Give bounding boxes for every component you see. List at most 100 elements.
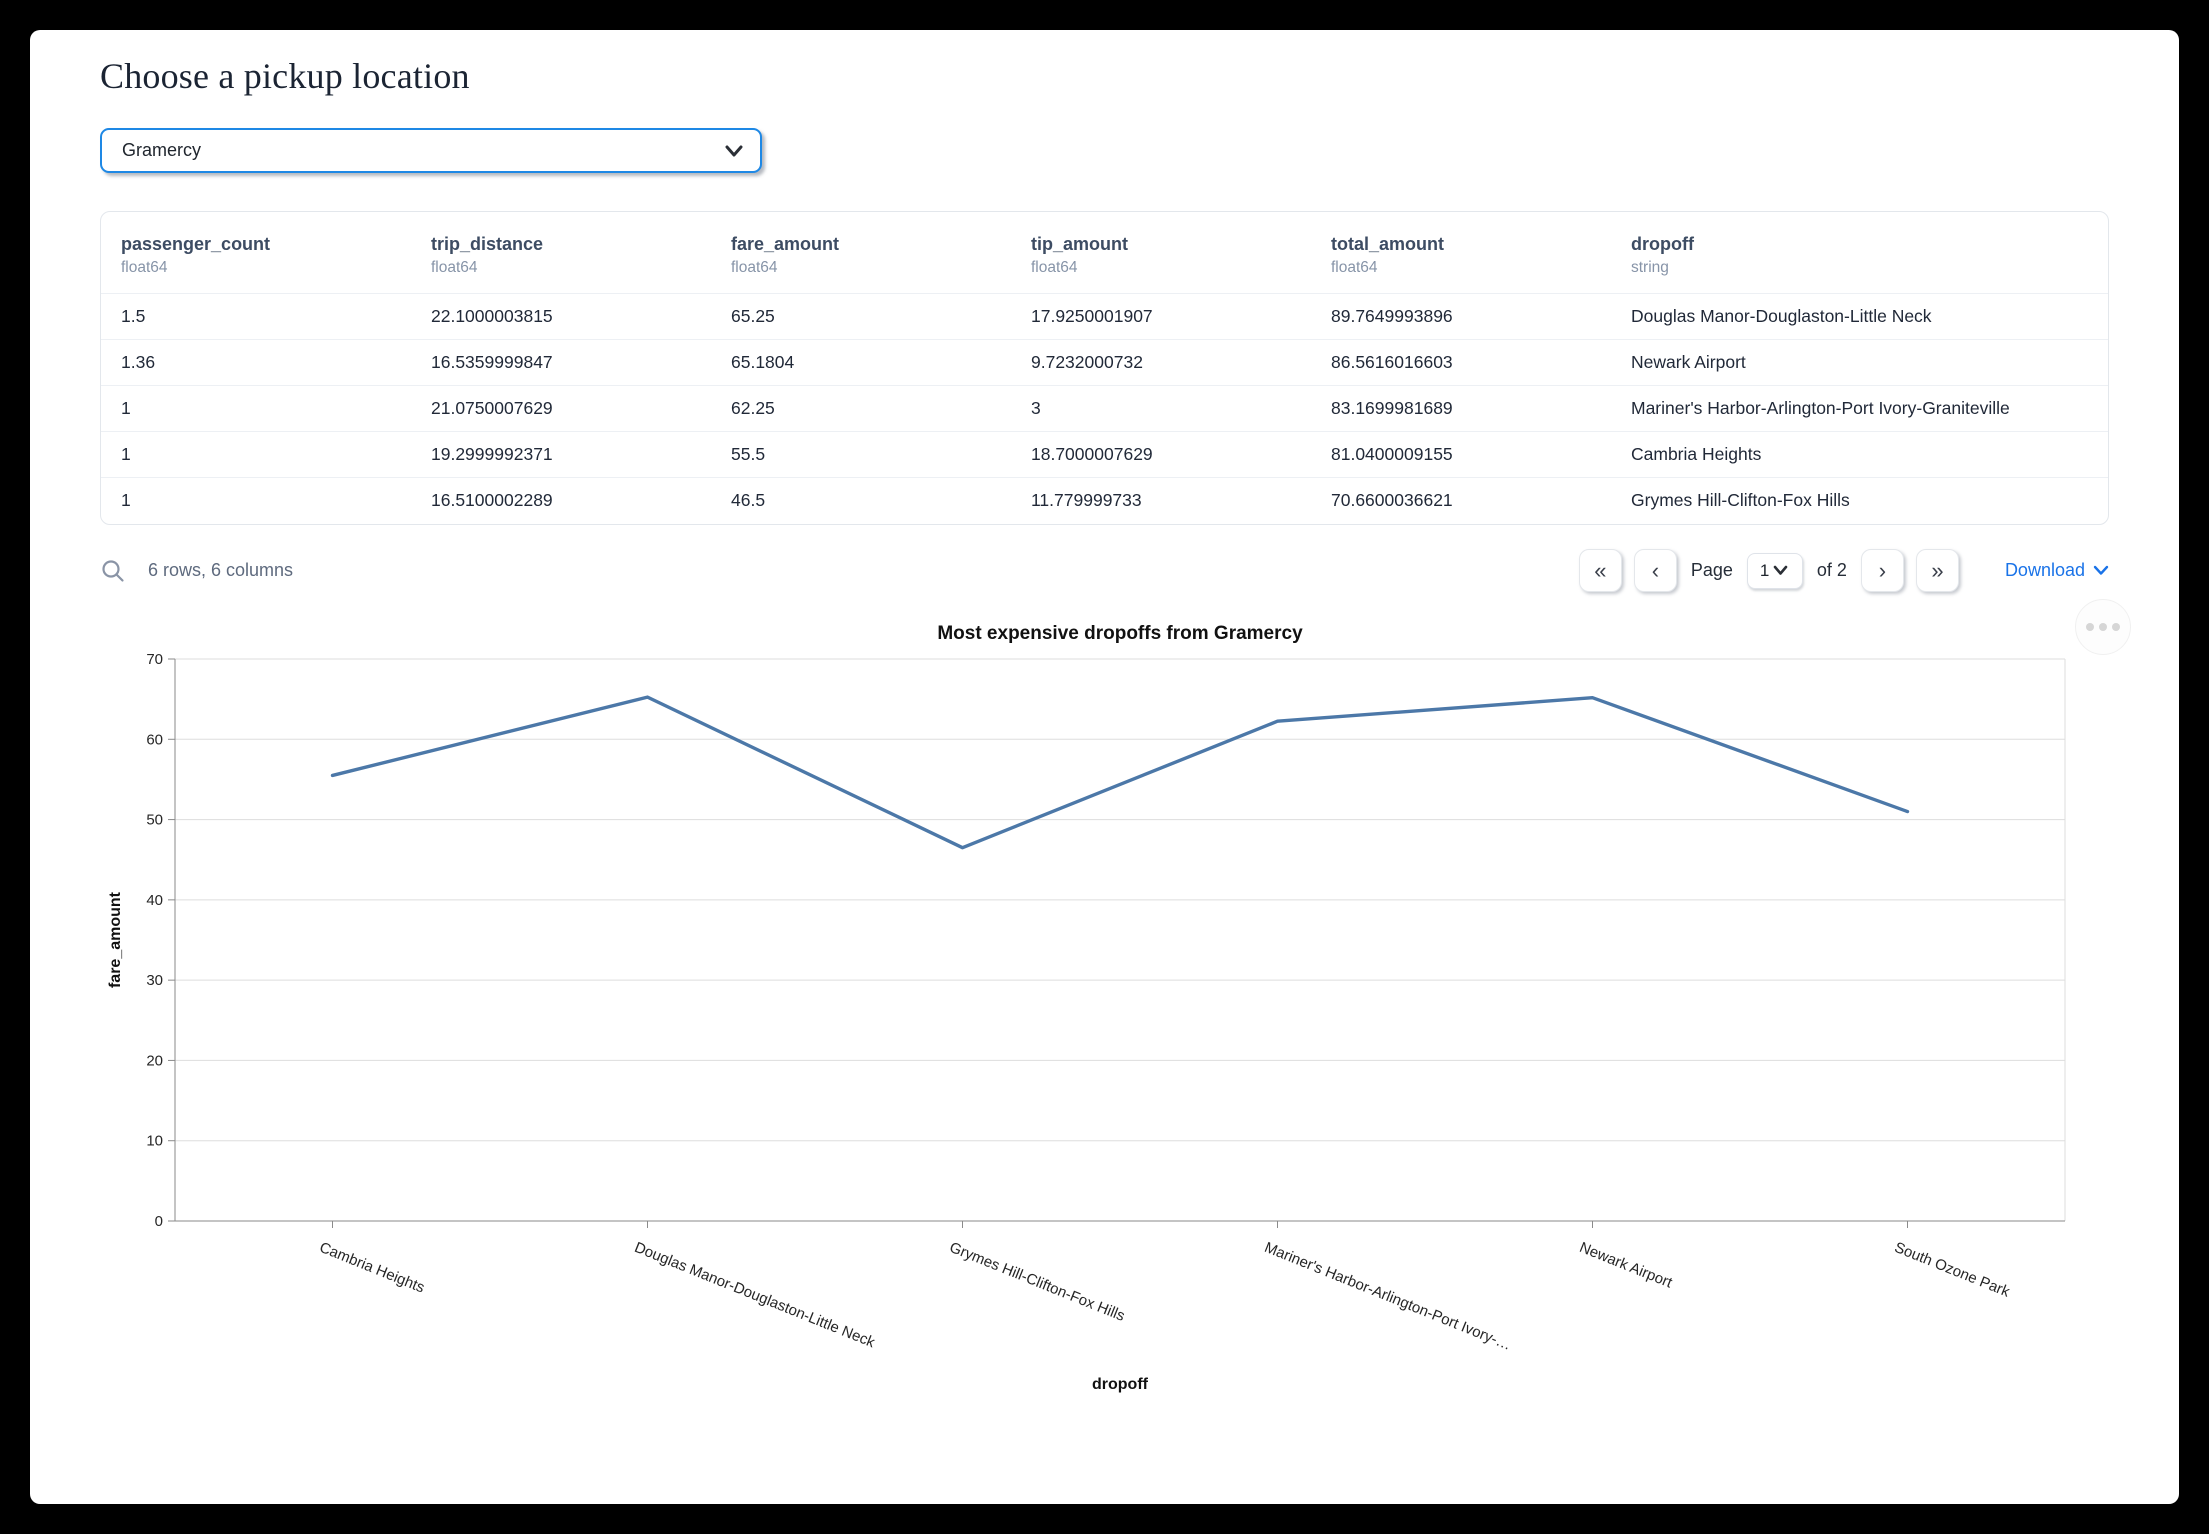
chart-panel: 0 10 20 30 40 50 60 70 Cambria Heights Douglas Ma… — [100, 598, 2131, 1414]
column-header[interactable]: trip_distance float64 — [411, 212, 711, 294]
column-name: total_amount — [1331, 234, 1445, 254]
page-of-label: of 2 — [1816, 560, 1847, 580]
table-row[interactable]: 1 16.5100002289 46.5 11.779999733 70.6600036… — [101, 477, 2108, 524]
x-tick-label: Cambria Heights — [317, 1238, 427, 1296]
column-type: float64 — [431, 259, 478, 276]
page-title: Choose a pickup location — [100, 56, 470, 96]
y-tick-label: 50 — [146, 811, 163, 828]
table-cell: 1 — [121, 398, 131, 418]
chevron-down-icon — [2093, 565, 2109, 576]
next-page-button[interactable]: › — [1860, 549, 1904, 592]
table-cell: 65.25 — [731, 306, 775, 326]
table-cell: 1 — [121, 444, 131, 464]
page-label: Page — [1690, 560, 1733, 580]
first-page-button[interactable]: « — [1578, 549, 1622, 592]
table-row[interactable]: 1 21.0750007629 62.25 3 83.1699981689 Mariner… — [101, 385, 2108, 432]
page-number-value: 1 — [1759, 560, 1770, 580]
column-header[interactable]: total_amount float64 — [1311, 212, 1611, 294]
table-cell: Douglas Manor-Douglaston-Little Neck — [1631, 306, 1932, 326]
column-name: tip_amount — [1031, 234, 1128, 254]
table-cell: Cambria Heights — [1631, 444, 1762, 464]
column-type: float64 — [1331, 259, 1378, 276]
dropoff-fare-line-chart: 0 10 20 30 40 50 60 70 Cambria Heights Douglas Ma… — [107, 623, 2066, 1393]
chart-actions-menu-button[interactable] — [2075, 598, 2131, 655]
column-name: dropoff — [1631, 234, 1694, 254]
column-name: passenger_count — [121, 234, 271, 254]
column-header[interactable]: dropoff string — [1611, 212, 2108, 294]
table-cell: 86.5616016603 — [1331, 352, 1453, 372]
y-tick-label: 40 — [146, 891, 163, 908]
chevrons-left-icon: « — [1594, 557, 1607, 583]
download-button[interactable]: Download — [2005, 560, 2109, 581]
fare-amount-line-series[interactable] — [330, 694, 1910, 849]
pickup-location-select[interactable]: Gramercy — [100, 128, 762, 173]
chart-title: Most expensive dropoffs from Gramercy — [937, 623, 1303, 644]
y-tick-label: 30 — [146, 972, 163, 989]
page-number-select[interactable]: 1 — [1746, 552, 1803, 589]
x-axis-title: dropoff — [1092, 1376, 1149, 1393]
x-tick-label: Grymes Hill-Clifton-Fox Hills — [947, 1238, 1127, 1324]
chevron-right-icon: › — [1878, 557, 1887, 583]
column-type: float64 — [1031, 259, 1078, 276]
column-name: trip_distance — [431, 234, 544, 254]
table-cell: 1.5 — [121, 306, 146, 326]
column-type: float64 — [121, 259, 168, 276]
dataframe-table: passenger_count float64 trip_distance flo… — [100, 211, 2109, 525]
column-name: fare_amount — [731, 234, 840, 254]
y-tick-label: 60 — [146, 731, 163, 748]
chevrons-right-icon: » — [1931, 557, 1944, 583]
table-cell: Mariner's Harbor-Arlington-Port Ivory-Gr… — [1631, 398, 2010, 418]
rows-summary-text: 6 rows, 6 columns — [148, 560, 294, 580]
table-cell: Newark Airport — [1631, 352, 1746, 372]
table-cell: 62.25 — [731, 398, 775, 418]
column-type: float64 — [731, 259, 778, 276]
column-header[interactable]: passenger_count float64 — [101, 212, 411, 294]
ellipsis-menu-icon — [2086, 622, 2094, 631]
download-label: Download — [2004, 560, 2085, 580]
table-footer: 6 rows, 6 columns « ‹ Page 1 of 2 › » Do… — [100, 545, 2109, 597]
table-cell: 9.7232000732 — [1031, 352, 1143, 372]
table-cell: 11.779999733 — [1031, 490, 1142, 511]
x-tick-label: South Ozone Park — [1892, 1238, 2012, 1300]
column-header[interactable]: tip_amount float64 — [1011, 212, 1311, 294]
table-cell: 16.5359999847 — [431, 352, 553, 372]
app-window: Choose a pickup location Gramercy passen… — [30, 30, 2179, 1504]
chevron-down-icon — [1773, 565, 1788, 576]
pagination: « ‹ Page 1 of 2 › » Download — [1578, 549, 2109, 592]
table-cell: 1.36 — [121, 352, 156, 372]
y-tick-label: 20 — [146, 1052, 163, 1069]
table-cell: 16.5100002289 — [431, 490, 553, 511]
table-row[interactable]: 1.5 22.1000003815 65.25 17.9250001907 89.764… — [101, 293, 2108, 340]
x-tick-label: Newark Airport — [1577, 1238, 1675, 1291]
table-header: passenger_count float64 trip_distance flo… — [101, 212, 2108, 294]
table-cell: 22.1000003815 — [431, 306, 553, 326]
x-tick-label: Douglas Manor-Douglaston-Little Neck — [632, 1238, 878, 1350]
y-tick-label: 70 — [146, 651, 163, 668]
table-cell: 89.7649993896 — [1331, 306, 1453, 326]
y-tick-label: 0 — [155, 1213, 163, 1230]
table-cell: 46.5 — [731, 490, 766, 511]
table-cell: 17.9250001907 — [1031, 306, 1153, 326]
table-row[interactable]: 1 19.2999992371 55.5 18.7000007629 81.040000… — [101, 431, 2108, 478]
table-cell: Grymes Hill-Clifton-Fox Hills — [1631, 490, 1850, 511]
table-cell: 81.0400009155 — [1331, 444, 1453, 464]
table-row[interactable]: 1.36 16.5359999847 65.1804 9.7232000732 86.5… — [101, 339, 2108, 386]
table-cell: 65.1804 — [731, 352, 795, 372]
column-type: string — [1631, 259, 1669, 276]
table-cell: 55.5 — [731, 444, 766, 464]
y-axis-title: fare_amount — [107, 891, 124, 988]
table-cell: 18.7000007629 — [1031, 444, 1153, 464]
prev-page-button[interactable]: ‹ — [1633, 549, 1677, 592]
column-header[interactable]: fare_amount float64 — [711, 212, 1011, 294]
chevron-left-icon: ‹ — [1651, 557, 1660, 583]
table-cell: 21.0750007629 — [431, 398, 553, 418]
chevron-down-icon — [724, 144, 744, 158]
search-icon[interactable] — [100, 558, 126, 584]
table-cell: 3 — [1031, 398, 1041, 418]
table-cell: 83.1699981689 — [1331, 398, 1453, 418]
y-tick-label: 10 — [146, 1132, 163, 1149]
pickup-location-value: Gramercy — [122, 140, 202, 160]
table-cell: 70.6600036621 — [1331, 490, 1453, 511]
table-cell: 19.2999992371 — [431, 444, 553, 464]
last-page-button[interactable]: » — [1915, 549, 1959, 592]
